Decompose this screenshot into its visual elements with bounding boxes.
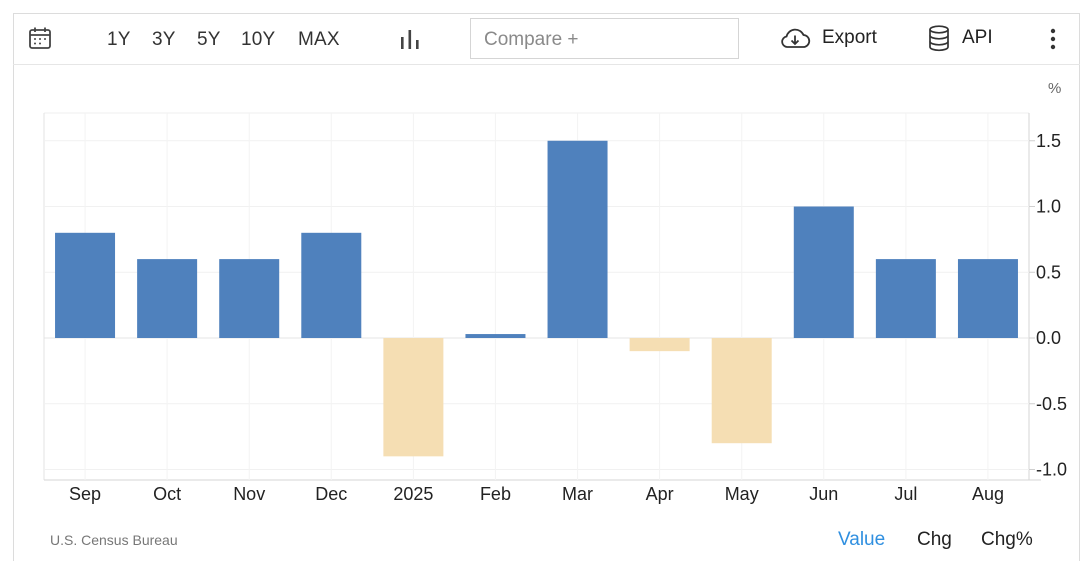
range-10y-button[interactable]: 10Y <box>241 29 276 50</box>
y-axis-unit: % <box>1048 80 1062 97</box>
database-icon[interactable] <box>928 25 950 52</box>
chart-bars <box>55 140 1018 457</box>
bar-may <box>711 338 772 444</box>
bar-jun <box>793 206 854 338</box>
range-5y-button[interactable]: 5Y <box>197 29 221 50</box>
range-3y-button[interactable]: 3Y <box>152 29 176 50</box>
range-1y-button[interactable]: 1Y <box>107 29 131 50</box>
api-button[interactable]: API <box>962 27 993 48</box>
mode-chg-button[interactable]: Chg <box>917 529 952 550</box>
mode-chg-percent-button[interactable]: Chg% <box>981 529 1033 550</box>
x-tick-label: Aug <box>972 484 1004 504</box>
bar-dec <box>301 232 362 338</box>
export-button[interactable]: Export <box>822 27 877 48</box>
chart-grid <box>43 112 1041 481</box>
bar-mar <box>547 140 608 338</box>
mode-value-button[interactable]: Value <box>838 529 886 550</box>
data-source: U.S. Census Bureau <box>50 532 178 548</box>
x-tick-label: 2025 <box>393 484 433 504</box>
range-max-button[interactable]: MAX <box>298 29 340 50</box>
x-tick-label: May <box>725 484 759 504</box>
x-tick-label: Dec <box>315 484 347 504</box>
y-tick-label: -1.0 <box>1036 460 1067 480</box>
chart-widget <box>13 13 1080 561</box>
bar-oct <box>137 259 198 338</box>
more-vertical-icon[interactable] <box>1049 28 1057 50</box>
bar-2025 <box>383 338 444 457</box>
compare-placeholder: Compare + <box>484 29 579 50</box>
y-tick-label: -0.5 <box>1036 394 1067 414</box>
chart-type-icon[interactable] <box>399 28 421 50</box>
y-tick-label: 0.0 <box>1036 328 1061 348</box>
x-tick-label: Sep <box>69 484 101 504</box>
y-axis-labels: 1.5 1.0 0.5 0.0 -0.5 -1.0 <box>1036 131 1067 480</box>
y-tick-label: 0.5 <box>1036 262 1061 282</box>
bar-sep <box>55 232 116 338</box>
cloud-download-icon[interactable] <box>779 26 811 52</box>
bar-aug <box>957 259 1018 338</box>
compare-input[interactable]: Compare + <box>470 18 739 59</box>
x-tick-label: Feb <box>480 484 511 504</box>
bar-nov <box>219 259 280 338</box>
y-tick-label: 1.5 <box>1036 131 1061 151</box>
calendar-icon[interactable] <box>28 26 52 50</box>
x-tick-label: Jul <box>894 484 917 504</box>
x-tick-label: Oct <box>153 484 181 504</box>
y-tick-label: 1.0 <box>1036 197 1061 217</box>
x-tick-label: Nov <box>233 484 265 504</box>
x-axis-labels: Sep Oct Nov Dec 2025 Feb Mar Apr May Jun Jul Aug <box>69 484 1004 504</box>
bar-jul <box>875 259 936 338</box>
x-tick-label: Jun <box>809 484 838 504</box>
bar-feb <box>465 334 526 338</box>
bar-apr <box>629 338 690 352</box>
x-tick-label: Apr <box>646 484 674 504</box>
chart-toolbar: 1Y 3Y 5Y 10Y MAX Compare + Export API <box>13 13 1080 65</box>
x-tick-label: Mar <box>562 484 593 504</box>
